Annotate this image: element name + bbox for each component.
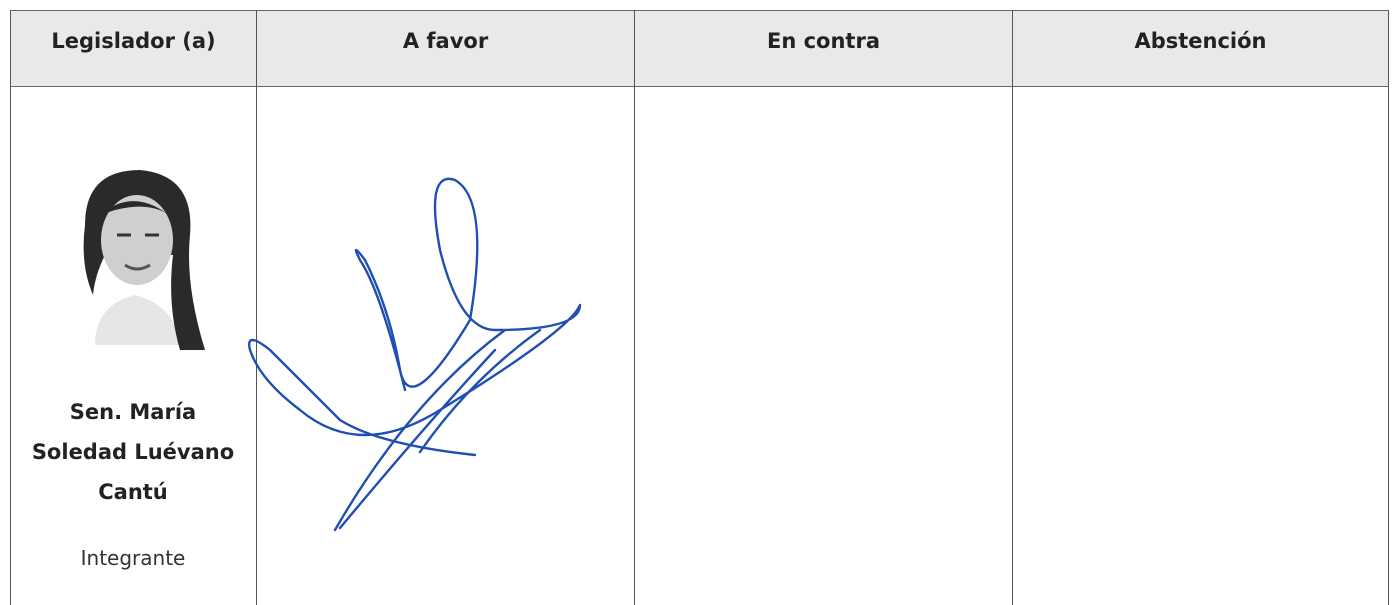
legislator-role: Integrante (80, 546, 186, 570)
legislator-photo (55, 165, 215, 355)
header-cell: En contra (635, 10, 1013, 87)
legislator-name: Sen. María Soledad Luévano Cantú (31, 400, 235, 504)
header-cell: Legislador (a) (10, 10, 257, 87)
signature (248, 177, 582, 532)
header-cell: Abstención (1013, 10, 1389, 87)
vote-cell (1013, 87, 1389, 605)
legislator-cell (10, 87, 257, 605)
vote-cell (635, 87, 1013, 605)
vote-cell (257, 87, 635, 605)
header-cell: A favor (257, 10, 635, 87)
